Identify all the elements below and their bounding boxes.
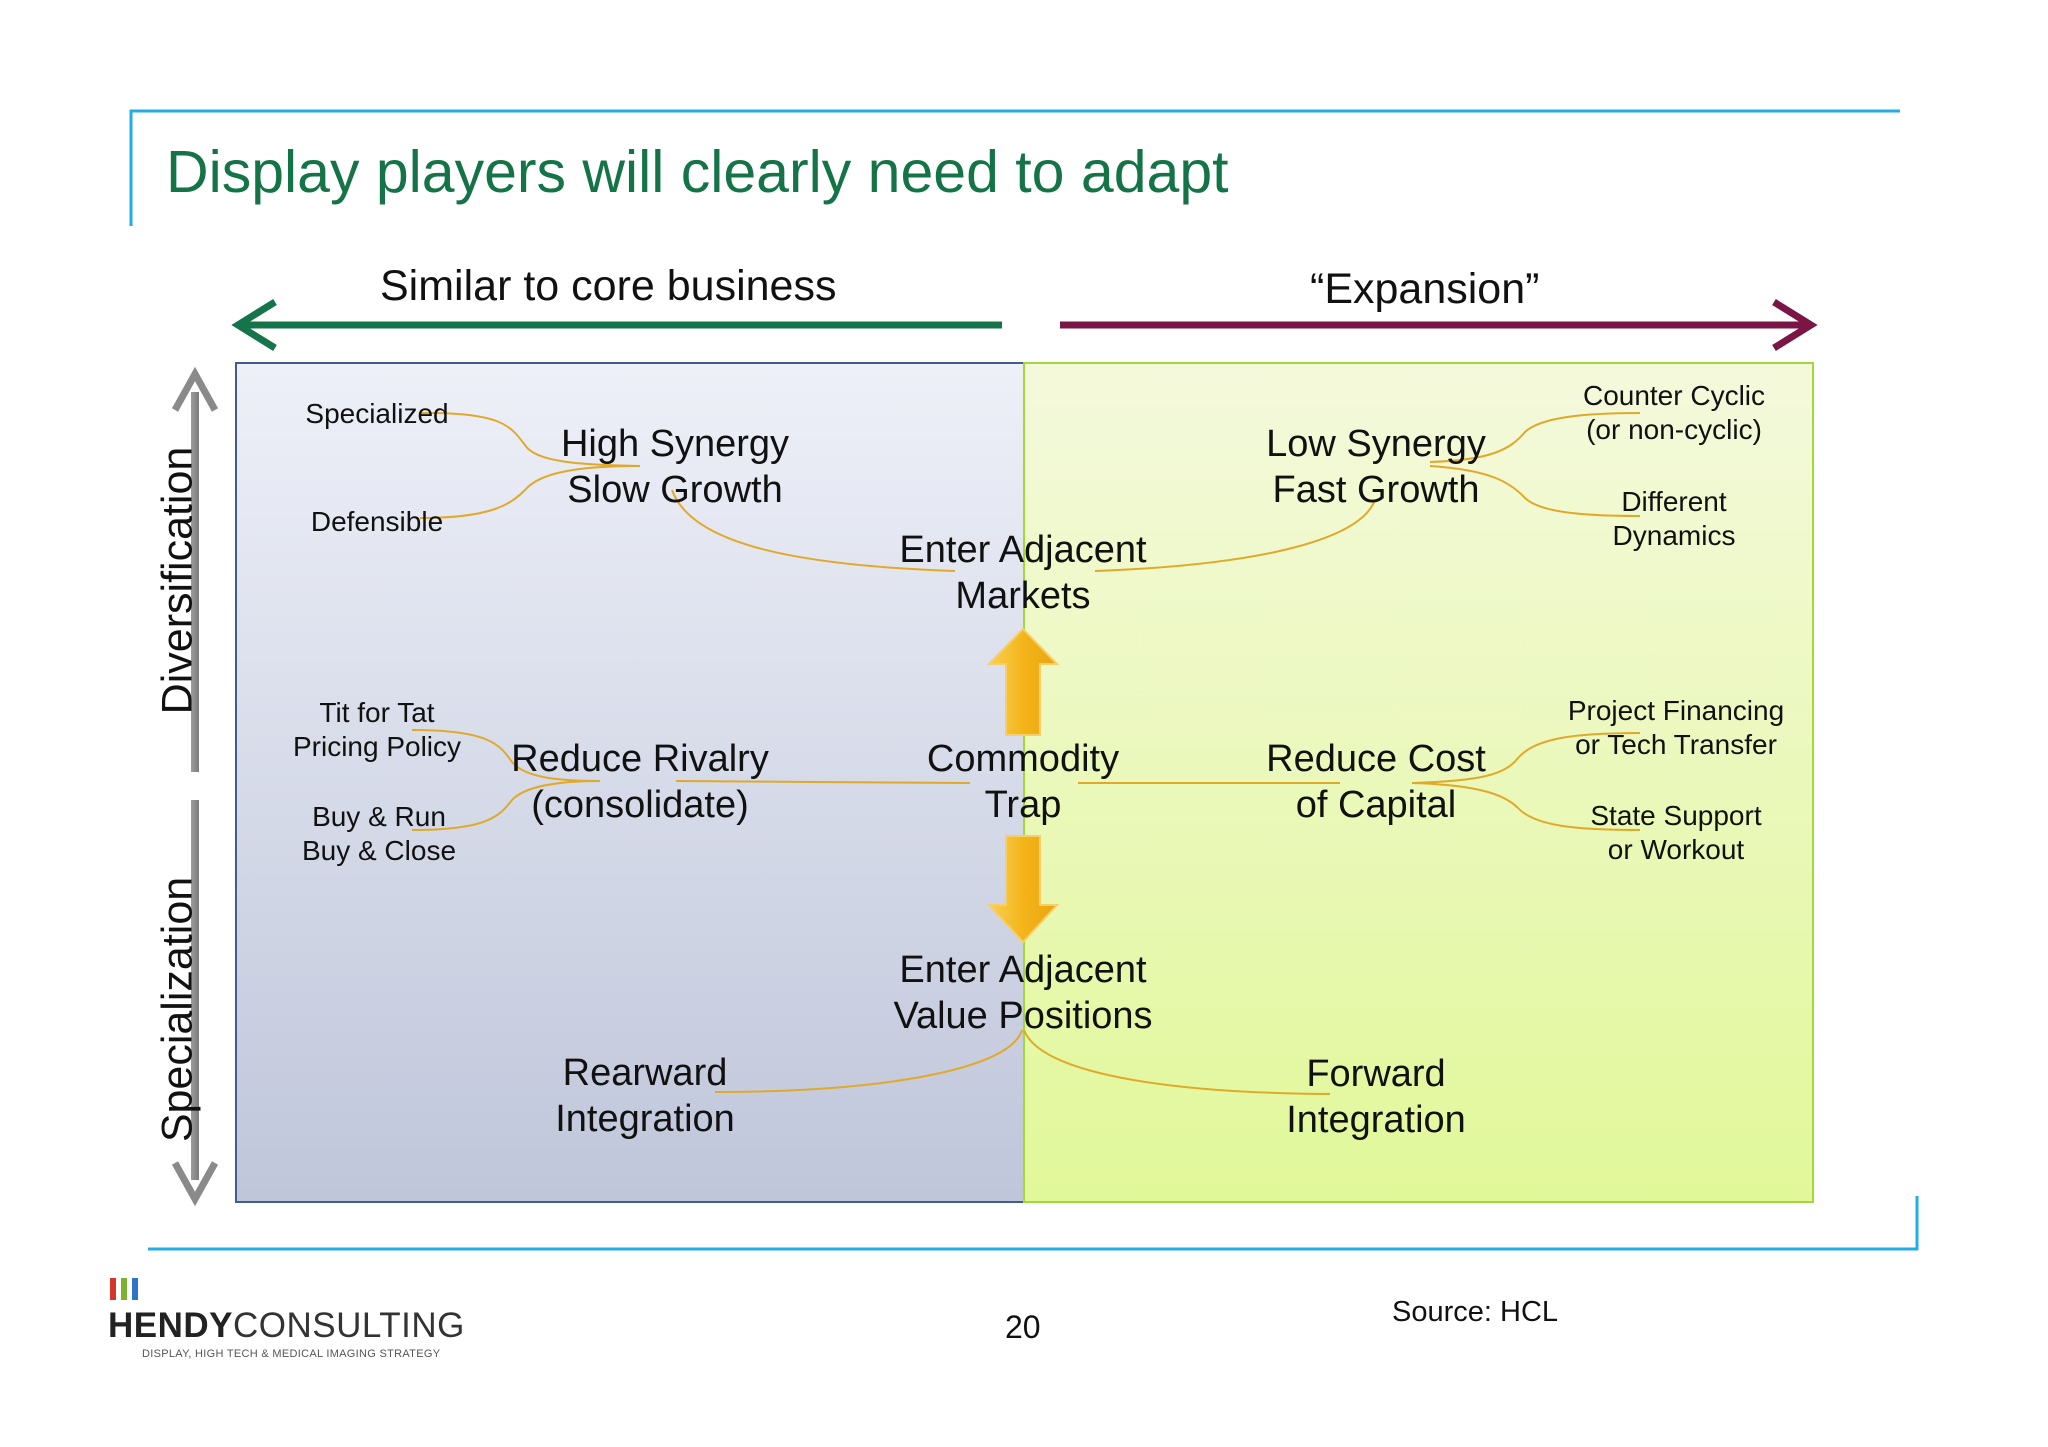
project-financing-leaf: Project Financing or Tech Transfer [1567, 695, 1785, 760]
slide-frame [129, 109, 1919, 1251]
similar-core-arrow [231, 299, 1002, 351]
low-synergy-node: Low Synergy Fast Growth [1266, 423, 1486, 511]
counter-cyclic-leaf: Counter Cyclic (or non-cyclic) [1582, 380, 1766, 445]
specialization-arrow [171, 800, 219, 1207]
tit-for-tat-leaf: Tit for Tat Pricing Policy [292, 697, 462, 762]
down-block-arrow [986, 835, 1060, 944]
specialized-leaf: Specialized [305, 398, 449, 429]
specialization-label: Specialization [153, 876, 202, 1143]
buy-and-run-leaf: Buy & Run Buy & Close [301, 801, 457, 866]
connector-lines [411, 411, 1641, 1095]
page-number: 20 [1005, 1309, 1041, 1345]
expansion-arrow [1060, 299, 1818, 351]
different-dynamics-leaf: Different Dynamics [1612, 486, 1736, 551]
similar-core-label: Similar to core business [380, 262, 837, 310]
expansion-label: “Expansion” [1310, 265, 1540, 313]
diversification-label: Diversification [153, 446, 202, 715]
reduce-cost-node: Reduce Cost of Capital [1266, 738, 1486, 826]
logo-bars-icon [108, 1278, 465, 1300]
high-synergy-node: High Synergy Slow Growth [560, 423, 790, 511]
up-block-arrow [986, 627, 1060, 736]
state-support-leaf: State Support or Workout [1590, 800, 1762, 865]
logo: HENDYCONSULTING DISPLAY, HIGH TECH & MED… [108, 1278, 465, 1360]
enter-adjacent-markets-node: Enter Adjacent Markets [899, 529, 1147, 617]
source-note: Source: HCL [1392, 1296, 1559, 1328]
commodity-trap-node: Commodity Trap [926, 738, 1120, 826]
reduce-rivalry-node: Reduce Rivalry (consolidate) [511, 738, 769, 826]
rearward-integration-node: Rearward Integration [555, 1052, 735, 1140]
enter-adjacent-value-node: Enter Adjacent Value Positions [893, 949, 1153, 1037]
forward-integration-node: Forward Integration [1286, 1053, 1466, 1141]
logo-tagline: DISPLAY, HIGH TECH & MEDICAL IMAGING STR… [142, 1348, 441, 1360]
diversification-arrow [171, 366, 219, 772]
page-title: Display players will clearly need to ada… [166, 139, 1229, 205]
defensible-leaf: Defensible [310, 506, 444, 537]
logo-wordmark: HENDYCONSULTING [108, 1306, 465, 1345]
